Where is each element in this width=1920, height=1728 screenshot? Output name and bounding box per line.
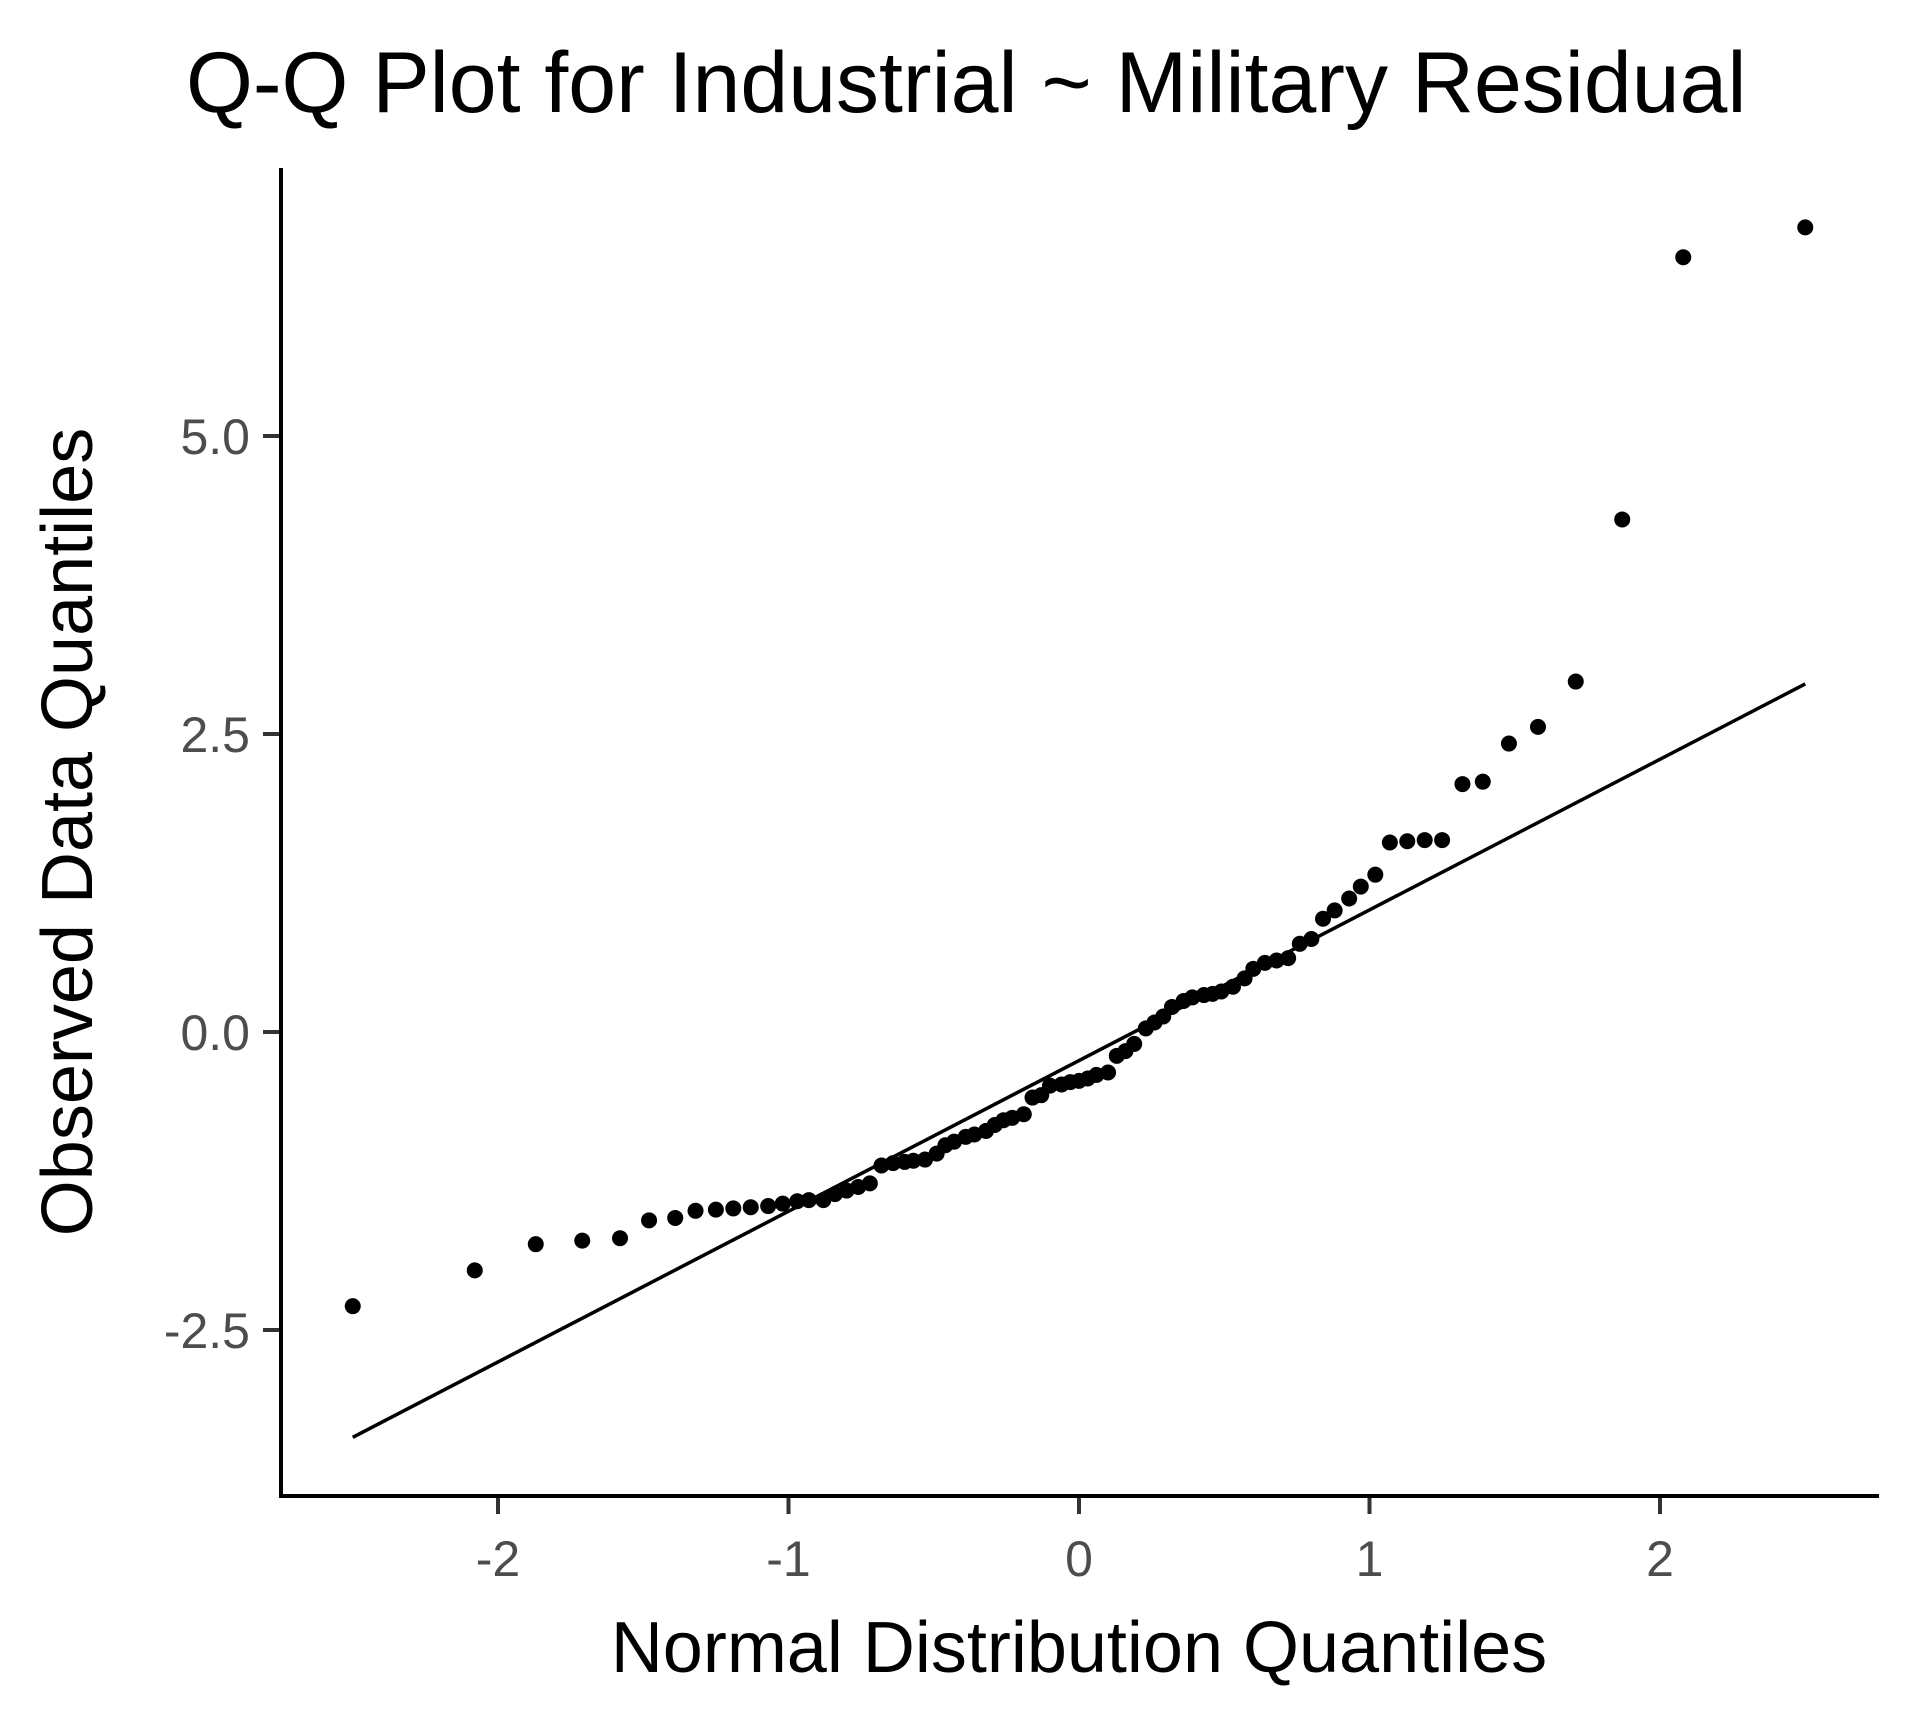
y-tick-label: 2.5 bbox=[180, 707, 250, 763]
y-tick-label: 5.0 bbox=[180, 409, 250, 465]
data-point bbox=[1500, 735, 1517, 752]
x-axis-title: Normal Distribution Quantiles bbox=[611, 1608, 1547, 1688]
data-point bbox=[1280, 950, 1297, 967]
data-point bbox=[1224, 978, 1241, 995]
data-point bbox=[1529, 718, 1546, 735]
data-point bbox=[1434, 832, 1451, 849]
data-point bbox=[527, 1236, 544, 1253]
data-point bbox=[1126, 1035, 1143, 1052]
y-ticks: -2.5 0.0 2.5 5.0 bbox=[164, 409, 279, 1359]
data-point bbox=[612, 1230, 629, 1247]
data-point bbox=[641, 1212, 658, 1229]
data-point bbox=[742, 1199, 759, 1216]
data-point bbox=[574, 1232, 591, 1249]
data-point bbox=[667, 1209, 684, 1226]
data-point bbox=[800, 1192, 817, 1209]
x-tick-label: -1 bbox=[766, 1531, 810, 1587]
data-point bbox=[344, 1298, 361, 1315]
y-axis-title: Observed Data Quantiles bbox=[28, 428, 108, 1236]
data-point bbox=[1352, 878, 1369, 895]
x-tick-label: 1 bbox=[1356, 1531, 1384, 1587]
data-point bbox=[707, 1201, 724, 1218]
x-ticks: -2 -1 0 1 2 bbox=[476, 1498, 1674, 1587]
data-point bbox=[789, 1193, 806, 1210]
data-point bbox=[1454, 776, 1471, 793]
data-point bbox=[1100, 1064, 1117, 1081]
x-tick-label: -2 bbox=[476, 1531, 520, 1587]
data-point bbox=[1341, 890, 1358, 907]
data-point bbox=[466, 1262, 483, 1279]
x-tick-label: 2 bbox=[1646, 1531, 1674, 1587]
y-tick-label: -2.5 bbox=[164, 1303, 250, 1359]
chart-title: Q-Q Plot for Industrial ~ Military Resid… bbox=[186, 35, 1746, 131]
data-point bbox=[1015, 1106, 1032, 1123]
data-point bbox=[1399, 833, 1416, 850]
data-point bbox=[1797, 219, 1814, 236]
data-point bbox=[1041, 1077, 1058, 1094]
x-tick-label: 0 bbox=[1065, 1531, 1093, 1587]
data-point bbox=[1367, 866, 1384, 883]
plot-area bbox=[344, 219, 1814, 1439]
y-tick-label: 0.0 bbox=[180, 1005, 250, 1061]
data-point bbox=[1474, 773, 1491, 790]
data-point bbox=[885, 1155, 902, 1172]
data-point bbox=[1416, 832, 1433, 849]
data-point bbox=[1326, 902, 1343, 919]
data-point bbox=[905, 1152, 922, 1169]
data-point bbox=[760, 1198, 777, 1215]
reference-line bbox=[351, 682, 1807, 1439]
data-point bbox=[725, 1200, 742, 1217]
data-point bbox=[1315, 910, 1332, 927]
data-point bbox=[861, 1175, 878, 1192]
data-point bbox=[1567, 673, 1584, 690]
data-point bbox=[1303, 931, 1320, 948]
data-point bbox=[774, 1195, 791, 1212]
data-point bbox=[1381, 834, 1398, 851]
data-point bbox=[687, 1202, 704, 1219]
data-point bbox=[1614, 511, 1631, 528]
data-point bbox=[1675, 249, 1692, 266]
